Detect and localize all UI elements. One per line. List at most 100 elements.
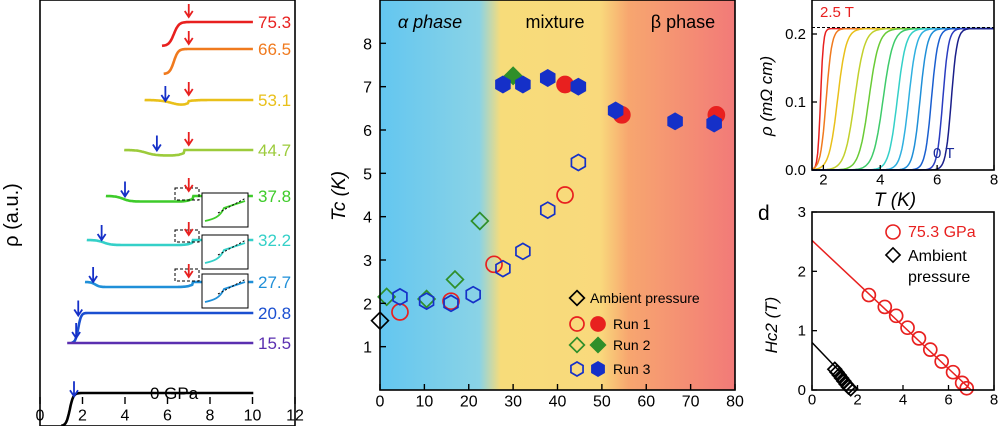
x-tick-label: 6 (933, 171, 941, 188)
point-run-3-open (418, 292, 435, 311)
panel-b-legend-markers (568, 289, 607, 377)
x-tick-label: 80 (726, 393, 744, 410)
inset-curve (204, 200, 246, 222)
blue-arrow (152, 135, 162, 153)
panel-b-phase-diagram: α phase mixture β phase 0 10 20 30 40 50 60 70 8… (329, 0, 744, 410)
legend-75gpa-marker (885, 224, 901, 240)
x-tick-label: 0 (808, 391, 816, 408)
panel-c-curves (811, 27, 994, 171)
inset-fit-line (217, 239, 247, 256)
legend-marker-run3-filled (591, 361, 605, 377)
panel-a-y-label: ρ (a.u.) (1, 183, 23, 247)
point-run-3-filled (495, 75, 511, 94)
hc2-point (911, 331, 927, 346)
point-run-3-open (465, 285, 481, 304)
panel-d-letter: d (758, 202, 770, 225)
curve-75.3 (161, 20, 253, 48)
y-tick-label: 7 (363, 80, 372, 97)
legend-marker-run2-open (568, 336, 586, 354)
field-curve (811, 27, 994, 170)
field-curve (812, 27, 994, 171)
field-curve (812, 27, 994, 171)
point-run-1-open (556, 186, 574, 204)
alpha-phase-label: α phase (398, 12, 462, 32)
x-tick-label: 20 (460, 393, 478, 410)
x-tick-label: 4 (121, 407, 130, 424)
y-tick-label: 4 (363, 210, 372, 227)
point-run-3-filled (667, 112, 683, 131)
field-2-5t-label: 2.5 T (820, 4, 854, 21)
y-tick-label: 1 (798, 323, 806, 340)
legend-run-2: Run 2 (613, 337, 651, 353)
pressure-label-15.5: 15.5 (258, 334, 291, 353)
inset-box (201, 192, 249, 228)
y-tick-label: 6 (363, 123, 372, 140)
red-arrow (184, 178, 194, 193)
hc2-point (861, 287, 877, 303)
point-run-2-open (445, 269, 465, 290)
inset-curve (204, 242, 246, 264)
mixture-label: mixture (525, 12, 584, 32)
pressure-label-20.8: 20.8 (258, 304, 291, 323)
blue-arrow (160, 86, 171, 103)
red-arrow (184, 82, 194, 97)
x-tick-label: 40 (549, 393, 567, 410)
x-tick-label: 0 (376, 393, 385, 410)
field-0t-label: 0 T (933, 145, 954, 162)
curve-44.7 (124, 148, 254, 157)
red-arrow (184, 132, 194, 147)
red-arrow (184, 222, 194, 237)
field-curve (812, 27, 994, 171)
field-curve (812, 27, 994, 171)
field-curve (812, 27, 994, 171)
pressure-label-44.7: 44.7 (258, 141, 291, 160)
x-tick-label: 2 (819, 171, 827, 188)
legend-ambient-label-1: Ambient (908, 248, 967, 265)
pressure-label-66.5: 66.5 (258, 40, 291, 59)
hc2-point (922, 342, 938, 358)
point-run-3-open (392, 287, 408, 306)
panel-c-y-label: ρ (mΩ cm) (757, 56, 776, 137)
legend-marker-run1-filled (590, 316, 606, 332)
x-tick-label: 4 (899, 391, 907, 408)
beta-phase-label: β phase (651, 12, 715, 32)
panel-a-resistance-curves: 75.3 66.5 53.1 44.7 37.8 32.2 27.7 20.8 15.5 0 GP… (1, 0, 304, 426)
hc2-point (900, 320, 915, 336)
blue-arrow (120, 181, 130, 199)
legend-marker-run1-open (569, 316, 585, 332)
panel-c-frame (811, 0, 995, 171)
panel-b-y-label: Tc (K) (329, 171, 350, 221)
y-tick-label: 0 (798, 382, 806, 399)
point-run-3-filled (539, 69, 556, 87)
pressure-label-75.3: 75.3 (258, 13, 291, 32)
point-run-3-open (539, 201, 556, 220)
y-tick-label: 5 (363, 166, 372, 183)
inset-zoom-box (174, 229, 200, 243)
field-curve (812, 27, 994, 171)
y-tick-label: 0.1 (785, 94, 806, 111)
field-curve (811, 27, 994, 171)
x-tick-label: 10 (415, 393, 433, 410)
curve-20.8 (71, 311, 254, 345)
panel-a-arrows (69, 4, 194, 398)
y-tick-label: 3 (363, 253, 372, 270)
fit-line (811, 239, 972, 391)
x-tick-label: 8 (990, 391, 998, 408)
blue-arrow (88, 267, 98, 284)
field-curve (812, 27, 994, 171)
blue-arrow (71, 323, 81, 340)
x-tick-label: 60 (637, 393, 655, 410)
point-run-3-filled (706, 114, 722, 133)
curve-0-GPa (61, 391, 254, 426)
x-tick-label: 8 (206, 407, 215, 424)
point-run-3-filled (570, 77, 587, 96)
field-curve (812, 27, 994, 171)
pressure-label-32.2: 32.2 (258, 231, 291, 250)
legend-run-3: Run 3 (613, 361, 651, 377)
red-arrow (184, 31, 194, 46)
x-tick-label: 6 (944, 391, 952, 408)
pressure-label-0-GPa: 0 GPa (150, 384, 199, 403)
hc2-point (888, 308, 904, 324)
x-tick-label: 2 (78, 407, 87, 424)
panel-d-hc2: 0 2 4 6 8 0 1 2 3 d 75.3 GPa Ambient pressure Hc… (758, 202, 998, 408)
